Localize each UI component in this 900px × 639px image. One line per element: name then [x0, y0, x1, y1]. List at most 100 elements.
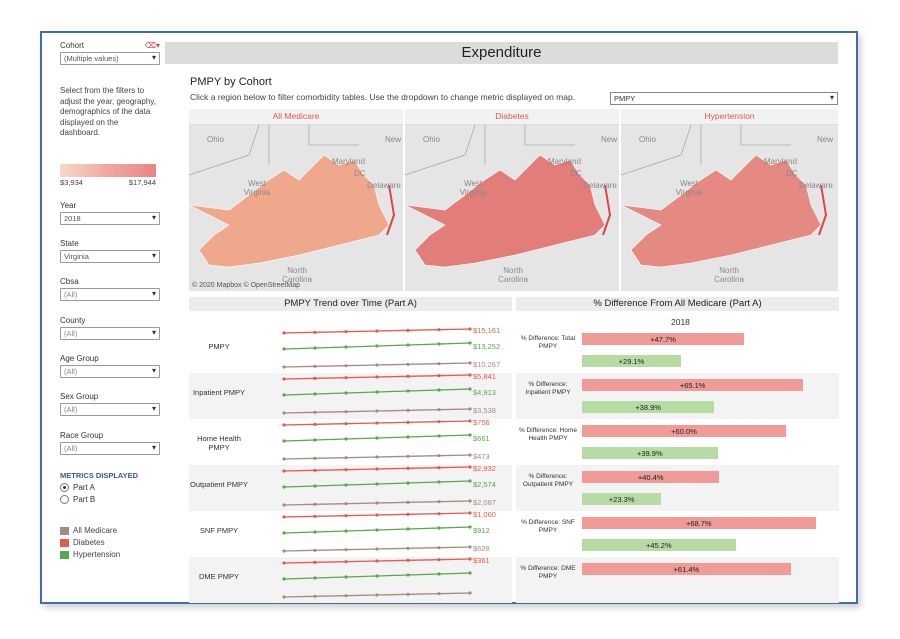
trend-point-all — [375, 455, 379, 459]
trend-point-diabetes — [375, 421, 379, 425]
trend-value-hypertension: $4,913 — [473, 388, 496, 397]
trend-point-hypertension — [344, 345, 348, 349]
diff-row-label: % Difference: Home Health PMPY — [518, 427, 578, 442]
trend-point-diabetes — [468, 465, 472, 469]
radio-unselected-icon[interactable] — [60, 495, 69, 504]
trend-point-diabetes — [406, 420, 410, 424]
virginia-shape[interactable] — [189, 154, 390, 268]
trend-point-hypertension — [468, 341, 472, 345]
year-dropdown[interactable]: 2018 — [60, 212, 160, 225]
map-svg-all-medicare[interactable] — [189, 125, 404, 291]
trend-point-diabetes — [406, 512, 410, 516]
clear-filter-icon[interactable]: ⌫▾ — [144, 41, 160, 50]
map-svg-hypertension[interactable] — [621, 125, 839, 291]
trend-point-all — [282, 411, 286, 415]
map-label-dc: DC — [354, 169, 366, 178]
map-diabetes[interactable]: Diabetes Ohio Maryland West Virginia DC … — [405, 109, 620, 291]
coast-detail — [602, 184, 612, 236]
legend-hypertension: Hypertension — [60, 550, 160, 559]
map-label-north-carolina: North Carolina — [714, 266, 744, 284]
diff-bar-diabetes[interactable]: +47.7% — [582, 333, 745, 345]
trend-point-hypertension — [344, 437, 348, 441]
trend-point-all — [437, 408, 441, 412]
trend-point-all — [406, 408, 410, 412]
map-label-north-carolina: North Carolina — [282, 266, 312, 284]
trend-point-all — [344, 594, 348, 598]
trend-point-hypertension — [375, 436, 379, 440]
trend-point-diabetes — [344, 468, 348, 472]
diff-row-label: % Difference: SNF PMPY — [521, 519, 575, 534]
trend-point-all — [468, 591, 472, 595]
trend-point-diabetes — [282, 423, 286, 427]
cbsa-label: Cbsa — [60, 277, 79, 286]
trend-point-hypertension — [468, 479, 472, 483]
trend-point-hypertension — [313, 484, 317, 488]
cohort-label: Cohort — [60, 41, 85, 50]
diff-bar-diabetes[interactable]: +60.0% — [582, 425, 786, 437]
trend-value-diabetes: $1,060 — [473, 510, 496, 519]
trend-point-all — [313, 364, 317, 368]
race-group-dropdown[interactable]: (All) — [60, 442, 160, 455]
trend-point-diabetes — [375, 329, 379, 333]
radio-part-b[interactable]: Part B — [60, 495, 160, 504]
trend-point-hypertension — [468, 433, 472, 437]
trend-row-lines — [282, 465, 472, 507]
map-label-new: New — [817, 135, 834, 144]
diff-bar-diabetes[interactable]: +68.7% — [582, 517, 816, 529]
trend-point-diabetes — [468, 327, 472, 331]
virginia-shape[interactable] — [621, 154, 822, 268]
trend-point-all — [437, 454, 441, 458]
map-svg-diabetes[interactable] — [405, 125, 620, 291]
trend-point-all — [282, 457, 286, 461]
trend-point-all — [375, 547, 379, 551]
radio-selected-icon[interactable] — [60, 483, 69, 492]
trend-point-all — [344, 502, 348, 506]
diff-bar-diabetes[interactable]: +40.4% — [582, 471, 720, 483]
year-label: Year — [60, 201, 77, 210]
trend-point-hypertension — [282, 347, 286, 351]
trend-point-diabetes — [437, 558, 441, 562]
trend-row-label: Outpatient PMPY — [190, 480, 248, 489]
trend-point-all — [406, 454, 410, 458]
county-label: County — [60, 316, 86, 325]
metric-dropdown[interactable]: PMPY — [610, 92, 838, 105]
virginia-shape[interactable] — [405, 154, 606, 268]
trend-point-hypertension — [437, 434, 441, 438]
map-hypertension[interactable]: Hypertension Ohio Maryland West Virginia… — [621, 109, 839, 291]
map-all-medicare[interactable]: All Medicare Ohio Maryland West Virginia… — [189, 109, 404, 291]
trend-chart: PMPY $15,161 $13,252 $10,267 Inpatient PMPY $… — [189, 313, 512, 603]
state-dropdown[interactable]: Virginia — [60, 250, 160, 263]
trend-point-all — [437, 500, 441, 504]
trend-point-diabetes — [282, 561, 286, 565]
diff-bar-diabetes[interactable]: +61.4% — [582, 563, 791, 575]
trend-point-diabetes — [282, 331, 286, 335]
map-attribution[interactable]: © 2020 Mapbox © OpenStreetMap — [192, 282, 300, 289]
trend-point-all — [437, 592, 441, 596]
trend-value-diabetes: $5,841 — [473, 372, 496, 381]
map-label-delaware: Delaware — [583, 181, 617, 190]
trend-point-all — [375, 409, 379, 413]
county-dropdown[interactable]: (All) — [60, 327, 160, 340]
diff-bar-hypertension[interactable]: +38.9% — [582, 401, 715, 413]
age-group-dropdown[interactable]: (All) — [60, 365, 160, 378]
cbsa-dropdown[interactable]: (All) — [60, 288, 160, 301]
trend-point-hypertension — [375, 482, 379, 486]
trend-point-hypertension — [468, 387, 472, 391]
diff-bar-hypertension[interactable]: +29.1% — [582, 355, 681, 367]
diff-title: % Difference From All Medicare (Part A) — [516, 297, 839, 311]
trend-point-diabetes — [313, 468, 317, 472]
diff-bar-diabetes[interactable]: +65.1% — [582, 379, 804, 391]
cohort-dropdown[interactable]: (Multiple values) — [60, 52, 160, 65]
trend-value-all: $10,267 — [473, 360, 501, 369]
trend-row-label: PMPY — [208, 342, 230, 351]
trend-value-all: $473 — [473, 452, 490, 461]
radio-part-a[interactable]: Part A — [60, 483, 160, 492]
diff-bar-hypertension[interactable]: +23.3% — [582, 493, 662, 505]
trend-point-all — [468, 499, 472, 503]
diff-bar-hypertension[interactable]: +39.9% — [582, 447, 718, 459]
diff-bar-hypertension[interactable]: +45.2% — [582, 539, 736, 551]
map-label-maryland: Maryland — [548, 157, 581, 166]
trend-point-hypertension — [282, 439, 286, 443]
trend-point-diabetes — [406, 374, 410, 378]
sex-group-dropdown[interactable]: (All) — [60, 403, 160, 416]
